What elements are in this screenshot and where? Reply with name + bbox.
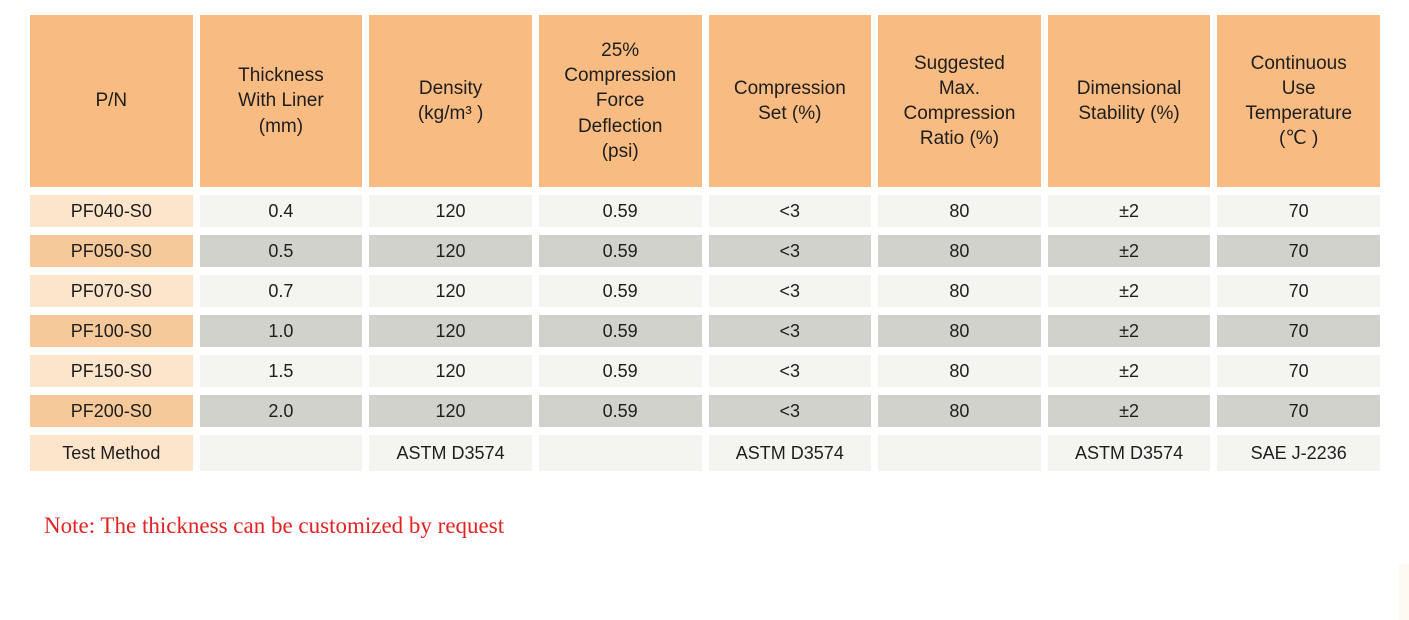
test-method-density: ASTM D3574	[369, 435, 532, 471]
cfd-cell: 0.59	[538, 235, 702, 267]
table-row-pf070: PF070-S0 0.7 120 0.59 <3 80 ±2 70	[30, 275, 1380, 307]
test-method-row: Test Method ASTM D3574 ASTM D3574 ASTM D…	[30, 435, 1380, 471]
column-header-thickness: Thickness With Liner (mm)	[199, 15, 363, 187]
column-header-dimensional-stability: Dimensional Stability (%)	[1047, 15, 1211, 187]
compression-set-cell: <3	[708, 275, 872, 307]
dimensional-stability-cell: ±2	[1047, 395, 1211, 427]
spec-table-header: P/N Thickness With Liner (mm) Density (k…	[30, 15, 1380, 187]
cfd-cell: 0.59	[538, 315, 702, 347]
column-header-density: Density (kg/m³ )	[369, 15, 532, 187]
dimensional-stability-cell: ±2	[1047, 315, 1211, 347]
pn-cell: PF040-S0	[30, 195, 193, 227]
cfd-cell: 0.59	[538, 275, 702, 307]
note-text: Note: The thickness can be customized by…	[44, 513, 505, 538]
spec-table-body: PF040-S0 0.4 120 0.59 <3 80 ±2 70 PF050-…	[30, 195, 1380, 471]
test-method-label: Test Method	[30, 435, 193, 471]
temperature-cell: 70	[1217, 355, 1380, 387]
table-row-pf050: PF050-S0 0.5 120 0.59 <3 80 ±2 70	[30, 235, 1380, 267]
pn-cell: PF200-S0	[30, 395, 193, 427]
cfd-cell: 0.59	[538, 195, 702, 227]
temperature-cell: 70	[1217, 235, 1380, 267]
column-header-compression-set: Compression Set (%)	[708, 15, 872, 187]
dimensional-stability-cell: ±2	[1047, 355, 1211, 387]
test-method-cfd	[538, 435, 702, 471]
datasheet-page: P/N Thickness With Liner (mm) Density (k…	[0, 7, 1409, 620]
density-cell: 120	[369, 315, 532, 347]
max-ratio-cell: 80	[878, 235, 1041, 267]
pn-cell: PF070-S0	[30, 275, 193, 307]
compression-set-cell: <3	[708, 395, 872, 427]
column-header-max-compression-ratio: Suggested Max. Compression Ratio (%)	[878, 15, 1041, 187]
test-method-thickness	[199, 435, 363, 471]
test-method-compression-set: ASTM D3574	[708, 435, 872, 471]
column-header-pn: P/N	[30, 15, 193, 187]
temperature-cell: 70	[1217, 195, 1380, 227]
thickness-cell: 1.5	[199, 355, 363, 387]
table-row-pf100: PF100-S0 1.0 120 0.59 <3 80 ±2 70	[30, 315, 1380, 347]
density-cell: 120	[369, 195, 532, 227]
temperature-cell: 70	[1217, 275, 1380, 307]
table-row-pf200: PF200-S0 2.0 120 0.59 <3 80 ±2 70	[30, 395, 1380, 427]
temperature-cell: 70	[1217, 315, 1380, 347]
max-ratio-cell: 80	[878, 355, 1041, 387]
max-ratio-cell: 80	[878, 275, 1041, 307]
test-method-max-ratio	[878, 435, 1041, 471]
compression-set-cell: <3	[708, 315, 872, 347]
compression-set-cell: <3	[708, 355, 872, 387]
header-row: P/N Thickness With Liner (mm) Density (k…	[30, 15, 1380, 187]
max-ratio-cell: 80	[878, 195, 1041, 227]
thickness-cell: 1.0	[199, 315, 363, 347]
compression-set-cell: <3	[708, 195, 872, 227]
spec-table: P/N Thickness With Liner (mm) Density (k…	[23, 7, 1387, 479]
density-cell: 120	[369, 395, 532, 427]
thickness-cell: 0.7	[199, 275, 363, 307]
table-row-pf150: PF150-S0 1.5 120 0.59 <3 80 ±2 70	[30, 355, 1380, 387]
pn-cell: PF150-S0	[30, 355, 193, 387]
pn-cell: PF050-S0	[30, 235, 193, 267]
dimensional-stability-cell: ±2	[1047, 275, 1211, 307]
thickness-cell: 0.4	[199, 195, 363, 227]
compression-set-cell: <3	[708, 235, 872, 267]
density-cell: 120	[369, 275, 532, 307]
density-cell: 120	[369, 355, 532, 387]
page-edge-artifact	[1399, 564, 1409, 620]
test-method-temperature: SAE J-2236	[1217, 435, 1380, 471]
thickness-cell: 2.0	[199, 395, 363, 427]
column-header-continuous-use-temperature: Continuous Use Temperature (℃ )	[1217, 15, 1380, 187]
temperature-cell: 70	[1217, 395, 1380, 427]
cfd-cell: 0.59	[538, 395, 702, 427]
dimensional-stability-cell: ±2	[1047, 195, 1211, 227]
max-ratio-cell: 80	[878, 315, 1041, 347]
table-row-pf040: PF040-S0 0.4 120 0.59 <3 80 ±2 70	[30, 195, 1380, 227]
test-method-dimensional-stability: ASTM D3574	[1047, 435, 1211, 471]
cfd-cell: 0.59	[538, 355, 702, 387]
max-ratio-cell: 80	[878, 395, 1041, 427]
dimensional-stability-cell: ±2	[1047, 235, 1211, 267]
column-header-compression-force-deflection: 25% Compression Force Deflection (psi)	[538, 15, 702, 187]
thickness-cell: 0.5	[199, 235, 363, 267]
pn-cell: PF100-S0	[30, 315, 193, 347]
density-cell: 120	[369, 235, 532, 267]
